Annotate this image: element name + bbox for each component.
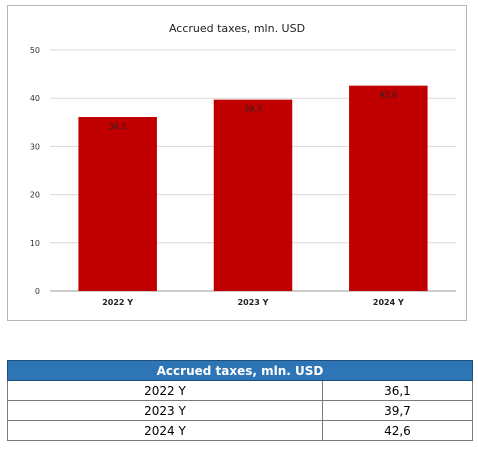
data-label: 36,1	[109, 122, 127, 131]
bar	[349, 85, 428, 291]
y-tick-label: 30	[30, 142, 40, 151]
chart-container: Accrued taxes, mln. USD 0 10 20 30 40 50 36,1 2…	[7, 5, 467, 321]
data-label: 42,6	[379, 91, 397, 100]
y-tick-label: 10	[30, 239, 40, 248]
bar-chart: Accrued taxes, mln. USD 0 10 20 30 40 50 36,1 2…	[30, 22, 456, 307]
y-tick-label: 0	[35, 287, 40, 296]
table-header: Accrued taxes, mln. USD	[7, 360, 473, 381]
table-cell-value: 39,7	[321, 400, 474, 421]
table-cell-year: 2023 Y	[7, 400, 323, 421]
data-label: 39,7	[244, 105, 262, 114]
table-cell-year: 2024 Y	[7, 420, 323, 441]
x-tick-label: 2024 Y	[373, 298, 404, 307]
data-table: Accrued taxes, mln. USD 2022 Y 36,1 2023…	[7, 360, 474, 441]
bar	[78, 116, 157, 291]
chart-title: Accrued taxes, mln. USD	[169, 22, 305, 35]
table-cell-value: 36,1	[321, 380, 474, 401]
table-cell-value: 42,6	[321, 420, 474, 441]
table-row: 2024 Y 42,6	[7, 420, 474, 441]
x-tick-label: 2022 Y	[102, 298, 133, 307]
x-tick-label: 2023 Y	[238, 298, 269, 307]
table-header-row: Accrued taxes, mln. USD	[7, 360, 473, 381]
table-row: 2022 Y 36,1	[7, 380, 474, 401]
bar	[213, 99, 293, 291]
table-cell-year: 2022 Y	[7, 380, 323, 401]
y-tick-label: 40	[30, 94, 40, 103]
table-row: 2023 Y 39,7	[7, 400, 474, 421]
y-tick-label: 20	[30, 191, 40, 200]
y-tick-label: 50	[30, 46, 40, 55]
